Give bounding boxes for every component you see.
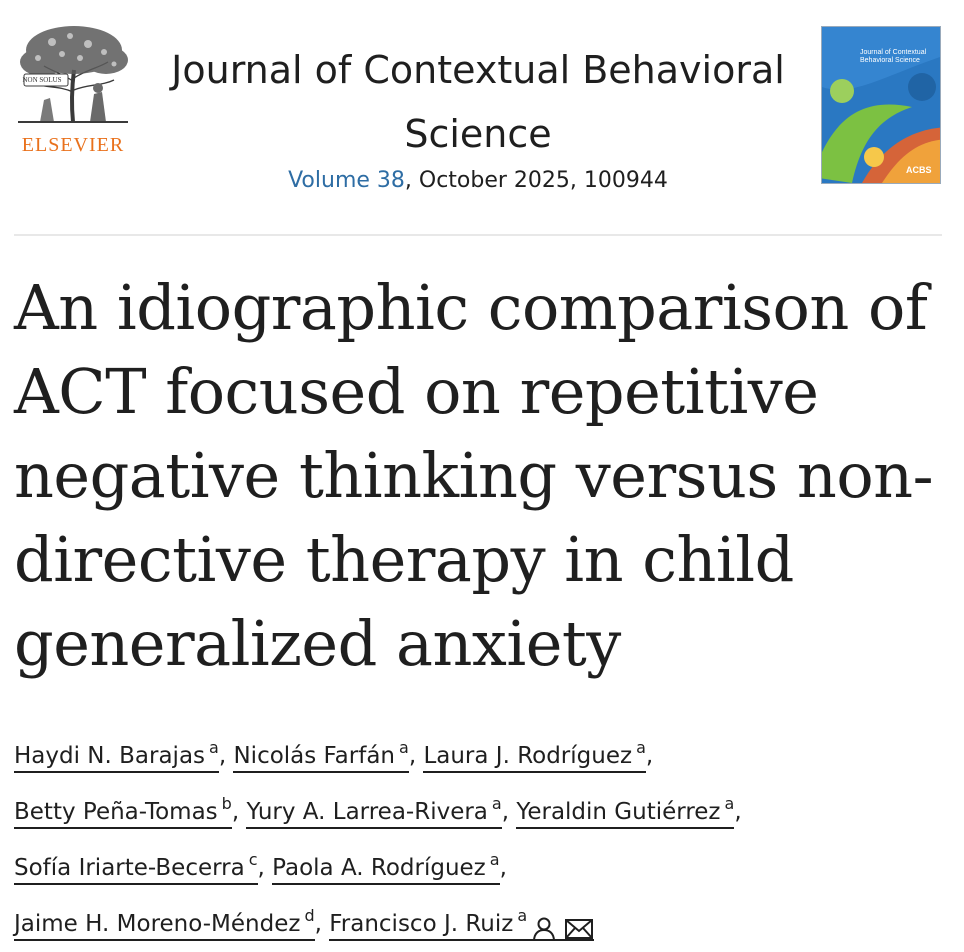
journal-title-line1: Journal of Contextual Behavioral <box>171 48 785 92</box>
author-icons <box>531 904 594 952</box>
author-link[interactable]: Yeraldin Gutiérrez a <box>516 794 735 829</box>
article-title: An idiographic comparison of ACT focused… <box>14 266 944 686</box>
volume-link[interactable]: Volume 38 <box>288 168 405 193</box>
author-link[interactable]: Yury A. Larrea-Rivera a <box>246 794 502 829</box>
separator: , <box>314 911 330 937</box>
person-icon <box>533 917 556 941</box>
elsevier-logo[interactable] <box>14 22 132 158</box>
author-name: Jaime H. Moreno-Méndez <box>14 911 301 937</box>
elsevier-tree-icon <box>18 26 128 123</box>
title-line: negative thinking versus non- <box>14 439 934 512</box>
author-name: Laura J. Rodríguez <box>423 743 633 769</box>
affiliation-marker: d <box>304 906 315 925</box>
author-link[interactable]: Sofía Iriarte-Becerra c <box>14 850 258 885</box>
author-name: Betty Peña-Tomas <box>14 799 218 825</box>
author-link[interactable]: Nicolás Farfán a <box>233 738 409 773</box>
separator: , <box>645 743 654 769</box>
author-name: Haydi N. Barajas <box>14 743 206 769</box>
separator: , <box>218 743 234 769</box>
separator: , <box>499 855 507 881</box>
author-name: Sofía Iriarte-Becerra <box>14 855 245 881</box>
author-name: Yury A. Larrea-Rivera <box>246 799 488 825</box>
title-line: An idiographic comparison of <box>14 271 928 344</box>
affiliation-marker: a <box>636 738 646 757</box>
header-divider <box>14 234 942 236</box>
author-link[interactable]: Paola A. Rodríguez a <box>272 850 500 885</box>
logo-motto: NON SOLUS <box>22 76 62 84</box>
author-link[interactable]: Betty Peña-Tomas b <box>14 794 232 829</box>
author-name: Yeraldin Gutiérrez <box>516 799 721 825</box>
issue-details: , October 2025, 100944 <box>404 168 668 193</box>
author-name: Francisco J. Ruiz <box>329 911 514 937</box>
separator: , <box>231 799 247 825</box>
affiliation-marker: c <box>248 850 258 869</box>
title-line: generalized anxiety <box>14 607 621 680</box>
affiliation-marker: a <box>724 794 735 813</box>
author-link[interactable]: Haydi N. Barajas a <box>14 738 219 773</box>
journal-title-link[interactable]: Journal of Contextual Behavioral Science <box>140 38 816 166</box>
corresponding-author-link[interactable]: Francisco J. Ruiz a <box>329 906 595 941</box>
issue-info: Volume 38, October 2025, 100944 <box>140 168 816 193</box>
publisher-name: ELSEVIER <box>21 134 125 156</box>
separator: , <box>257 855 273 881</box>
affiliation-marker: a <box>489 850 500 869</box>
affiliation-marker: a <box>399 738 409 757</box>
author-name: Nicolás Farfán <box>233 743 395 769</box>
journal-cover-thumbnail[interactable]: Journal of Contextual Behavioral Science… <box>821 26 941 184</box>
title-line: directive therapy in child <box>14 523 794 596</box>
author-link[interactable]: Jaime H. Moreno-Méndez d <box>14 906 315 941</box>
title-line: ACT focused on repetitive <box>14 355 819 428</box>
envelope-icon <box>565 918 594 939</box>
affiliation-marker: a <box>517 906 528 925</box>
separator: , <box>501 799 517 825</box>
journal-title-line2: Science <box>404 112 552 156</box>
affiliation-marker: a <box>209 738 219 757</box>
affiliation-marker: a <box>491 794 502 813</box>
cover-brand: ACBS <box>906 165 932 175</box>
separator: , <box>408 743 424 769</box>
author-list: Haydi N. Barajas a, Nicolás Farfán a, Laur… <box>14 724 944 952</box>
author-name: Paola A. Rodríguez <box>272 855 486 881</box>
cover-title: Journal of Contextual Behavioral Science <box>860 49 927 64</box>
separator: , <box>734 799 742 825</box>
affiliation-marker: b <box>221 794 232 813</box>
author-link[interactable]: Laura J. Rodríguez a <box>423 738 646 773</box>
